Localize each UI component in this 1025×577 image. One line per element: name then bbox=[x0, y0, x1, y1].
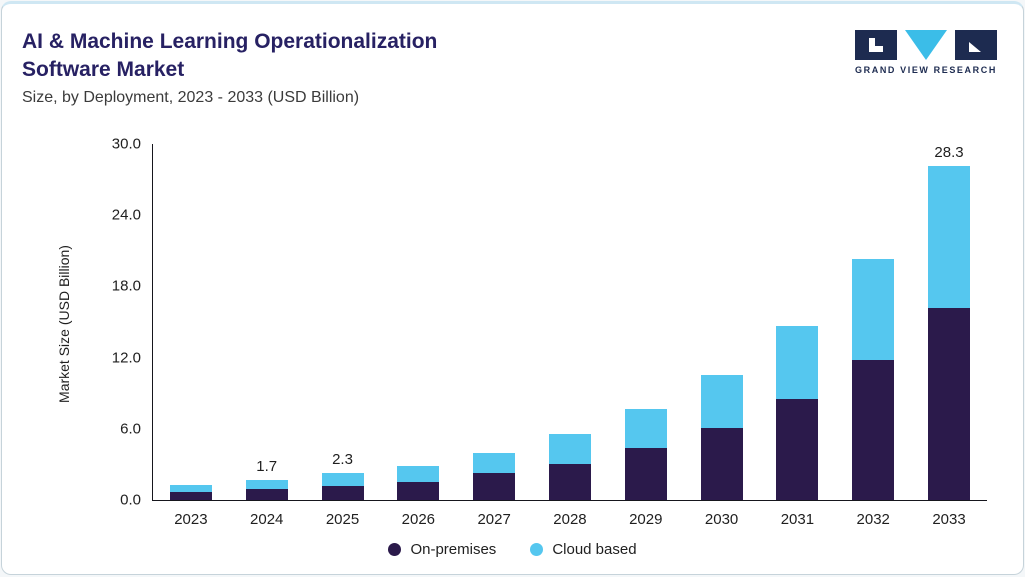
legend-swatch-on-premises-icon bbox=[388, 543, 402, 556]
bar-group-2026: 2026 bbox=[383, 144, 453, 528]
legend-item-on-premises: On-premises bbox=[388, 541, 496, 558]
bar-segment-cloud-based bbox=[928, 166, 971, 308]
bar-segment-cloud-based bbox=[624, 408, 667, 448]
bar-group-2025: 2.3 2025 bbox=[308, 144, 378, 528]
bar-group-2027: 2027 bbox=[459, 144, 529, 528]
bar-segment-cloud-based bbox=[245, 479, 288, 490]
legend-swatch-cloud-based-icon bbox=[530, 543, 544, 556]
bar-segment-cloud-based bbox=[397, 465, 440, 483]
legend-label-cloud-based: Cloud based bbox=[552, 541, 637, 558]
y-axis-tick-label: 18.0 bbox=[111, 277, 141, 295]
bar-group-2024: 1.7 2024 bbox=[232, 144, 302, 528]
bar-segment-on-premises bbox=[473, 472, 516, 500]
bar-group-2028: 2028 bbox=[535, 144, 605, 528]
bar-segment-cloud-based bbox=[776, 325, 819, 400]
y-axis-tick-label: 30.0 bbox=[111, 135, 141, 153]
bar-segment-on-premises bbox=[624, 447, 667, 500]
grand-view-research-logo: GRAND VIEW RESEARCH bbox=[855, 30, 997, 75]
x-axis-tick-label: 2028 bbox=[553, 511, 587, 528]
bar-total-label: 28.3 bbox=[934, 144, 964, 161]
chart-header: AI & Machine Learning Operationalization… bbox=[22, 28, 437, 107]
x-axis-tick-label: 2029 bbox=[629, 511, 663, 528]
bar-group-2030: 2030 bbox=[687, 144, 757, 528]
logo-g-icon bbox=[855, 30, 897, 60]
bar-group-2029: 2029 bbox=[611, 144, 681, 528]
bar-segment-on-premises bbox=[776, 399, 819, 500]
x-axis-tick-label: 2026 bbox=[401, 511, 436, 528]
bar-group-2023: 2023 bbox=[156, 144, 226, 528]
bar-segment-cloud-based bbox=[473, 452, 516, 473]
bar-segment-cloud-based bbox=[169, 484, 212, 492]
bars-container: 2023 1.7 2024 2.3 2025 2026 2027 2028 2029 2030 20… bbox=[153, 144, 987, 528]
y-axis-tick-label: 6.0 bbox=[120, 420, 141, 438]
chart-title: AI & Machine Learning Operationalization… bbox=[22, 28, 437, 85]
y-axis-tick-label: 0.0 bbox=[120, 491, 141, 509]
chart-title-line1: AI & Machine Learning Operationalization bbox=[22, 30, 438, 53]
plot-area: 2023 1.7 2024 2.3 2025 2026 2027 2028 2029 2030 20… bbox=[112, 136, 987, 528]
chart-subtitle: Size, by Deployment, 2023 - 2033 (USD Bi… bbox=[22, 88, 360, 106]
bar-segment-cloud-based bbox=[700, 375, 743, 428]
bar-segment-on-premises bbox=[321, 485, 364, 500]
logo-marks-icon bbox=[855, 30, 997, 60]
x-axis-tick-label: 2025 bbox=[325, 511, 360, 528]
bar-segment-on-premises bbox=[928, 307, 971, 500]
bar-segment-cloud-based bbox=[548, 433, 591, 465]
bar-segment-on-premises bbox=[169, 491, 212, 500]
bar-group-2033: 28.3 2033 bbox=[914, 144, 984, 528]
bar-segment-on-premises bbox=[397, 482, 440, 500]
y-axis-tick-label: 12.0 bbox=[111, 349, 141, 367]
logo-r-icon bbox=[955, 30, 997, 60]
x-axis-tick-label: 2032 bbox=[856, 511, 890, 528]
bar-total-label: 2.3 bbox=[332, 450, 353, 468]
legend-label-on-premises: On-premises bbox=[410, 541, 497, 558]
bar-segment-on-premises bbox=[245, 489, 288, 500]
bar-segment-cloud-based bbox=[321, 472, 364, 486]
x-axis-tick-label: 2024 bbox=[250, 511, 284, 528]
y-axis-title: Market Size (USD Billion) bbox=[56, 245, 72, 403]
bar-segment-on-premises bbox=[700, 427, 743, 500]
bar-total-label: 1.7 bbox=[256, 457, 278, 475]
brand-name: GRAND VIEW RESEARCH bbox=[855, 65, 997, 75]
chart-title-line2: Software Market bbox=[22, 58, 185, 82]
x-axis-tick-label: 2031 bbox=[780, 511, 815, 528]
bar-group-2032: 2032 bbox=[838, 144, 908, 528]
legend-item-cloud-based: Cloud based bbox=[530, 541, 637, 558]
x-axis-tick-label: 2033 bbox=[932, 511, 966, 528]
y-axis-tick-label: 24.0 bbox=[111, 206, 141, 224]
logo-v-icon bbox=[905, 30, 947, 60]
x-axis-tick-label: 2030 bbox=[704, 511, 739, 528]
bar-group-2031: 2031 bbox=[762, 144, 832, 528]
legend: On-premises Cloud based bbox=[2, 541, 1023, 558]
bar-segment-on-premises bbox=[548, 464, 591, 500]
bar-segment-on-premises bbox=[852, 359, 895, 500]
x-axis-tick-label: 2027 bbox=[477, 511, 511, 528]
x-axis-tick-label: 2023 bbox=[174, 511, 208, 528]
bar-segment-cloud-based bbox=[852, 259, 895, 360]
